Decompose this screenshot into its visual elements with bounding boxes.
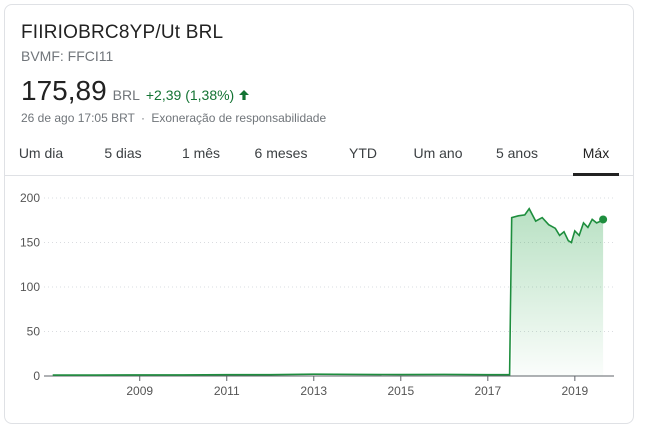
- stock-price: 175,89: [21, 75, 107, 106]
- range-tabs: Um dia 5 dias 1 mês 6 meses YTD Um ano 5…: [5, 137, 633, 176]
- x-tick-label: 2011: [214, 384, 240, 398]
- price-meta: 26 de ago 17:05 BRT · Exoneração de resp…: [21, 111, 326, 125]
- tab-5-anos[interactable]: 5 anos: [495, 145, 539, 161]
- disclaimer-link[interactable]: Exoneração de responsabilidade: [151, 111, 327, 125]
- stock-currency: BRL: [112, 87, 140, 103]
- y-tick-label: 150: [20, 236, 40, 250]
- x-tick-label: 2009: [126, 384, 153, 398]
- y-tick-label: 100: [20, 280, 40, 294]
- meta-separator: ·: [141, 111, 145, 125]
- tab-um-dia[interactable]: Um dia: [18, 145, 64, 161]
- tab-5-dias[interactable]: 5 dias: [104, 145, 142, 161]
- x-tick-label: 2017: [474, 384, 501, 398]
- price-area-fill: [511, 208, 604, 376]
- price-row: 175,89 BRL +2,39 (1,38%): [21, 75, 250, 107]
- tab-6-meses[interactable]: 6 meses: [254, 145, 308, 161]
- tab-1-mes[interactable]: 1 mês: [181, 145, 221, 161]
- stock-title: FIIRIOBRC8YP/Ut BRL: [21, 22, 224, 43]
- x-tick-label: 2019: [561, 384, 588, 398]
- tab-ytd[interactable]: YTD: [349, 145, 377, 161]
- x-tick-label: 2015: [387, 384, 414, 398]
- tab-um-ano[interactable]: Um ano: [413, 145, 463, 161]
- last-price-point: [599, 215, 608, 224]
- price-timestamp: 26 de ago 17:05 BRT: [21, 111, 135, 125]
- arrow-up-icon: [238, 88, 250, 100]
- price-change: +2,39 (1,38%): [145, 87, 235, 103]
- stock-ticker: BVMF: FFCI11: [21, 48, 114, 64]
- x-tick-label: 2013: [300, 384, 327, 398]
- price-chart[interactable]: 0 50 100 150 200 2009 2011 2013 2015 2017 2019: [0, 176, 649, 409]
- price-line: [52, 207, 604, 376]
- y-tick-label: 50: [27, 325, 41, 339]
- tab-max[interactable]: Máx: [573, 137, 619, 176]
- y-tick-label: 200: [20, 191, 40, 205]
- y-tick-label: 0: [33, 369, 40, 383]
